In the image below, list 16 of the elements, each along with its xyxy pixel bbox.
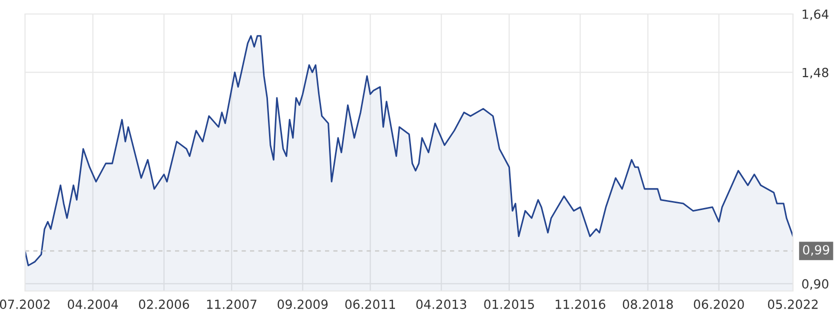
x-tick-label: 05.2022	[768, 300, 818, 310]
x-tick-label: 09.2009	[278, 300, 328, 310]
x-tick-label: 02.2006	[138, 300, 190, 310]
x-tick-label: 08.2018	[622, 300, 673, 310]
x-tick-label: 11.2007	[207, 300, 256, 310]
x-tick-label: 06.2020	[694, 300, 744, 310]
y-tick-label: 1,48	[802, 68, 828, 79]
x-tick-label: 11.2016	[556, 300, 606, 310]
y-tick-label: 1,64	[802, 9, 828, 20]
x-tick-label: 04.2004	[68, 300, 118, 310]
ref-line-label: 0,99	[803, 245, 830, 256]
x-tick-label: 07.2002	[0, 300, 50, 310]
x-tick-label: 04.2013	[416, 300, 466, 310]
x-tick-label: 01.2015	[484, 300, 534, 310]
y-tick-label: 0,90	[802, 279, 828, 290]
x-tick-label: 06.2011	[345, 300, 395, 310]
